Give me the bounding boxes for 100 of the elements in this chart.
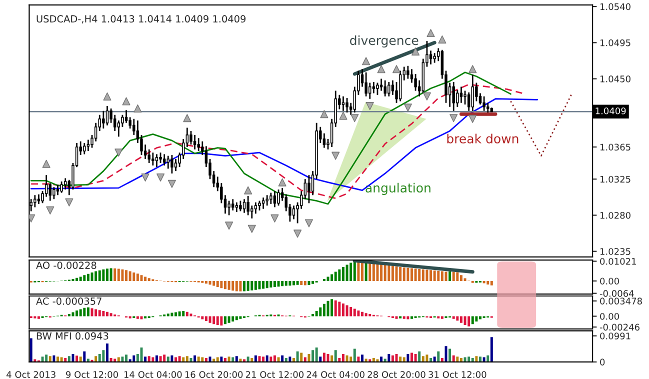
bar [121,356,124,362]
bar [266,280,268,288]
bar [232,357,234,362]
bar [246,356,250,362]
bar [182,357,185,362]
candlestick [166,155,170,170]
bar [148,356,150,362]
bar [292,358,295,362]
bar [437,351,440,362]
bar [414,268,417,281]
bar [460,316,462,323]
candlestick [52,186,56,200]
bar [296,351,299,362]
bar [140,316,143,320]
bar [201,357,204,362]
bar [72,354,74,362]
bar [353,348,356,362]
bar [372,263,375,281]
bar [334,300,337,316]
bar [402,267,406,281]
bar [346,305,348,316]
bar [117,357,120,362]
bar [117,268,120,281]
y-tick-label: 0.00 [600,278,619,285]
bar [482,357,486,362]
bar [94,356,98,362]
annotation: divergence [350,35,418,48]
bar [304,280,306,286]
bar [437,270,440,281]
bar [357,310,360,316]
bar [464,357,466,362]
bar [68,356,70,362]
bar [296,280,299,285]
bar [395,316,398,319]
point [377,65,386,74]
bar [361,354,364,362]
point [46,206,54,214]
bar [216,316,219,326]
bar [132,272,136,281]
candlestick [277,188,280,206]
bar [125,270,128,281]
bar [94,271,98,281]
bar [220,316,223,326]
point [278,178,286,186]
point [270,214,279,222]
candlestick [113,114,116,132]
bar [350,262,352,281]
bar [312,350,314,362]
bar [460,275,462,281]
point [332,152,340,160]
bar [254,280,257,290]
bar [232,280,234,291]
bar [79,356,82,362]
bar [319,307,322,316]
bar [338,269,341,281]
bar [262,280,265,289]
x-tick-label: 24 Oct 04:00 [306,371,364,378]
point [422,92,431,100]
candlestick [254,202,258,214]
bar [406,354,410,362]
bar [232,316,234,322]
bar [266,355,268,362]
bar [475,356,478,362]
bar [155,355,158,362]
candlestick [273,190,276,208]
point [468,114,477,123]
bar [342,303,344,316]
annotation: break down [447,134,518,144]
bar [410,316,413,319]
bar [110,268,112,281]
bar [224,316,226,324]
point [366,102,374,110]
candlestick [258,200,261,212]
bar [399,267,402,281]
bar [174,357,177,362]
bar [98,310,101,316]
bar [357,261,360,281]
candlestick [102,110,105,130]
bar [258,280,261,290]
bar [258,356,261,362]
y-tick-label: 0.003478 [600,298,642,304]
bar [114,268,116,281]
bar [235,356,238,362]
x-tick-label: 14 Oct 04:00 [124,371,182,378]
bar [322,352,326,362]
candlestick [410,68,414,84]
bar [452,272,455,281]
bar [178,311,181,316]
bar [110,313,112,316]
bar [212,280,216,286]
point [320,110,328,118]
candlestick [231,198,234,212]
bar [292,280,295,286]
bar [228,356,230,362]
bar [220,356,223,362]
point [244,186,252,194]
bar [353,308,356,316]
bar [350,306,352,316]
candlestick [368,82,372,100]
candlestick [384,80,386,98]
